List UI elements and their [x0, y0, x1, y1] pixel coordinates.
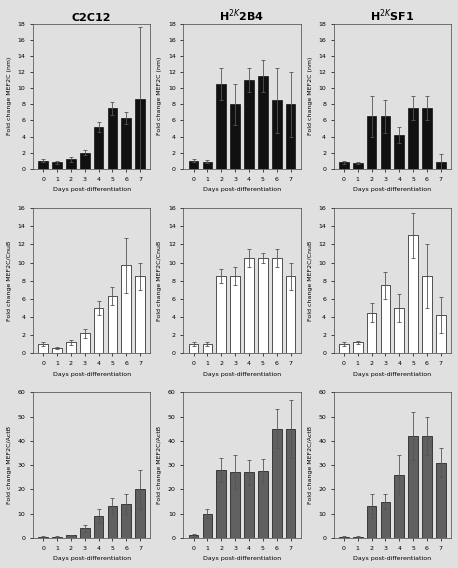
Bar [230, 276, 240, 353]
Bar [244, 80, 254, 169]
Bar [436, 463, 446, 538]
Bar [66, 159, 76, 169]
Bar [394, 475, 404, 538]
Bar [108, 506, 117, 538]
Bar [353, 537, 363, 538]
Bar [135, 99, 145, 169]
Bar [409, 235, 418, 353]
Bar [272, 429, 282, 538]
X-axis label: Days post-differentiation: Days post-differentiation [53, 187, 131, 192]
Bar [94, 308, 104, 353]
Bar [230, 473, 240, 538]
X-axis label: Days post-differentiation: Days post-differentiation [353, 187, 431, 192]
Bar [217, 470, 226, 538]
Bar [230, 105, 240, 169]
Bar [52, 348, 62, 353]
Bar [339, 344, 349, 353]
Bar [135, 490, 145, 538]
Bar [381, 502, 390, 538]
Y-axis label: Fold change MEF2C/ActB: Fold change MEF2C/ActB [157, 426, 162, 504]
Y-axis label: Fold change MEF2C (nm): Fold change MEF2C (nm) [308, 57, 313, 135]
Bar [94, 127, 104, 169]
X-axis label: Days post-differentiation: Days post-differentiation [203, 556, 281, 561]
Y-axis label: Fold change MEF2C/ActB: Fold change MEF2C/ActB [7, 426, 12, 504]
Bar [258, 258, 267, 353]
Bar [189, 161, 198, 169]
X-axis label: Days post-differentiation: Days post-differentiation [203, 187, 281, 192]
Bar [94, 516, 104, 538]
Bar [52, 537, 62, 538]
X-axis label: Days post-differentiation: Days post-differentiation [203, 371, 281, 377]
Bar [409, 108, 418, 169]
Bar [66, 536, 76, 538]
Bar [436, 315, 446, 353]
X-axis label: Days post-differentiation: Days post-differentiation [353, 556, 431, 561]
Y-axis label: Fold change MEF2C (nm): Fold change MEF2C (nm) [7, 57, 12, 135]
Bar [121, 504, 131, 538]
Bar [339, 537, 349, 538]
Bar [217, 84, 226, 169]
Bar [202, 344, 212, 353]
Title: H$^{2K}$2B4: H$^{2K}$2B4 [219, 7, 265, 23]
Bar [38, 344, 48, 353]
Bar [422, 108, 432, 169]
Bar [189, 536, 198, 538]
Bar [394, 135, 404, 169]
Bar [367, 506, 376, 538]
Bar [394, 308, 404, 353]
Bar [217, 276, 226, 353]
X-axis label: Days post-differentiation: Days post-differentiation [53, 556, 131, 561]
Bar [135, 276, 145, 353]
Bar [272, 258, 282, 353]
Y-axis label: Fold change MEF2C/ActB: Fold change MEF2C/ActB [308, 426, 313, 504]
X-axis label: Days post-differentiation: Days post-differentiation [353, 371, 431, 377]
Bar [108, 108, 117, 169]
Bar [353, 163, 363, 169]
Bar [286, 276, 295, 353]
Bar [80, 333, 90, 353]
X-axis label: Days post-differentiation: Days post-differentiation [53, 371, 131, 377]
Title: C2C12: C2C12 [72, 12, 111, 23]
Bar [66, 343, 76, 353]
Bar [202, 513, 212, 538]
Bar [189, 344, 198, 353]
Bar [339, 162, 349, 169]
Bar [244, 473, 254, 538]
Bar [422, 276, 432, 353]
Bar [367, 312, 376, 353]
Bar [80, 528, 90, 538]
Y-axis label: Fold change MEF2C/CnuB: Fold change MEF2C/CnuB [308, 241, 313, 321]
Y-axis label: Fold change MEF2C/CnuB: Fold change MEF2C/CnuB [157, 241, 162, 321]
Bar [381, 116, 390, 169]
Title: H$^{2K}$SF1: H$^{2K}$SF1 [370, 7, 414, 23]
Bar [121, 265, 131, 353]
Bar [436, 162, 446, 169]
Bar [38, 161, 48, 169]
Bar [258, 76, 267, 169]
Bar [108, 296, 117, 353]
Bar [286, 105, 295, 169]
Bar [38, 537, 48, 538]
Bar [52, 162, 62, 169]
Bar [422, 436, 432, 538]
Bar [80, 153, 90, 169]
Bar [202, 162, 212, 169]
Bar [258, 471, 267, 538]
Bar [244, 258, 254, 353]
Y-axis label: Fold change MEF2C/CnuB: Fold change MEF2C/CnuB [7, 241, 12, 321]
Bar [286, 429, 295, 538]
Bar [121, 118, 131, 169]
Bar [353, 343, 363, 353]
Y-axis label: Fold change MEF2C (nm): Fold change MEF2C (nm) [157, 57, 162, 135]
Bar [367, 116, 376, 169]
Bar [272, 101, 282, 169]
Bar [381, 285, 390, 353]
Bar [409, 436, 418, 538]
